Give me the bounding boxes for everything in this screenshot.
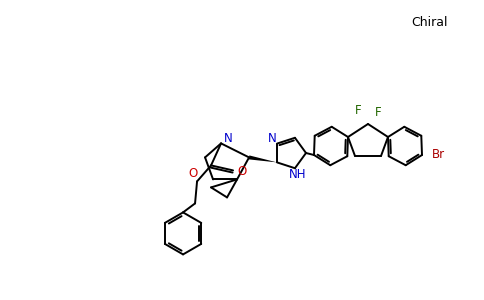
Polygon shape	[249, 155, 277, 162]
Text: F: F	[375, 106, 381, 118]
Text: F: F	[355, 104, 362, 118]
Text: Br: Br	[431, 148, 445, 161]
Text: O: O	[188, 167, 197, 180]
Text: Chiral: Chiral	[412, 16, 448, 28]
Text: O: O	[238, 165, 247, 178]
Text: NH: NH	[289, 168, 307, 181]
Text: N: N	[268, 132, 276, 145]
Text: N: N	[224, 132, 232, 145]
